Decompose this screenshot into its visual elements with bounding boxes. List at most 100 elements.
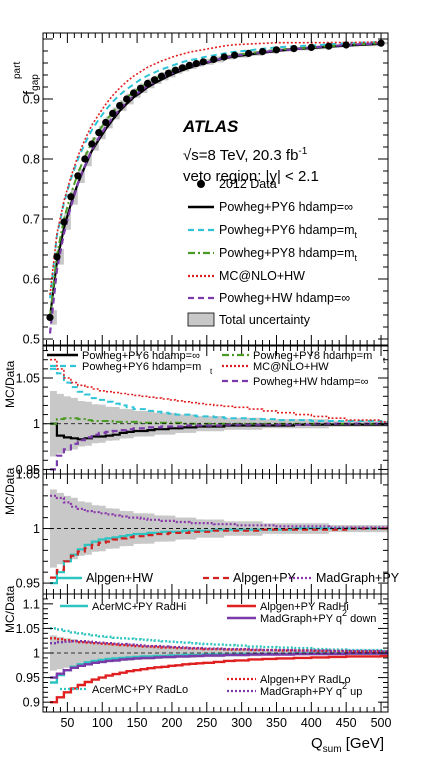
data-point	[171, 66, 180, 74]
legend-label: Powheg+PY8 hdamp=mt	[219, 246, 358, 263]
panel-frame	[42, 32, 389, 346]
x-tick-label: 350	[266, 716, 287, 730]
data-point	[46, 313, 54, 321]
data-point	[377, 39, 385, 47]
data-point	[130, 89, 138, 97]
legend-label-text: AcerMC+PY RadHi	[92, 601, 186, 613]
legend-label-sub: t	[355, 253, 358, 263]
y-tick-label: 0.95	[16, 577, 40, 591]
ratio1-curve	[50, 358, 388, 423]
legend-label-sup: 2	[342, 608, 347, 618]
ratio1-curve	[50, 367, 388, 423]
legend-label-sup: 2	[342, 681, 347, 691]
ratio3-curve	[50, 652, 388, 679]
main-ylabel-f: f	[21, 90, 38, 95]
legend-label: Powheg+PY6 hdamp=∞	[82, 350, 200, 362]
legend-label: Alpgen+HW	[86, 571, 153, 585]
ratio3-curve	[50, 640, 388, 653]
main-curve	[49, 41, 382, 299]
data-point	[123, 95, 131, 103]
legend-label: AcerMC+PY RadLo	[92, 684, 188, 696]
legend-sub-t: t	[210, 367, 213, 376]
x-tick-label: 250	[196, 716, 217, 730]
main-curve	[49, 41, 382, 295]
data-point	[157, 72, 166, 80]
legend-label-text: Alpgen+PY RadLo	[260, 674, 351, 686]
model-curves	[48, 41, 388, 704]
ratio2-curve	[50, 527, 388, 585]
lumi-unit-sup: -1	[298, 146, 307, 157]
legend-label: MadGraph+PY q2 down	[260, 608, 376, 625]
data-point	[143, 79, 152, 87]
y-tick-label: 0.6	[23, 273, 40, 287]
data-point	[109, 109, 117, 117]
legend-label-text: Powheg+PY6 hdamp=∞	[219, 200, 353, 214]
ratio1-curve	[50, 422, 388, 471]
x-tick-label: 150	[127, 716, 148, 730]
legend-box	[187, 312, 215, 327]
panel-frames	[42, 32, 389, 713]
y-tick-label: 0.9	[23, 93, 40, 107]
legend-label-text: Total uncertainty	[219, 313, 311, 327]
legend-label-text: MadGraph+PY q	[260, 613, 342, 625]
data-point	[290, 45, 298, 53]
x-tick-label: 200	[162, 716, 183, 730]
data-point	[116, 102, 124, 110]
main-ylabel-sub: gap	[30, 74, 41, 91]
data-point	[136, 84, 145, 92]
data-point	[150, 76, 159, 84]
main-ylabel-sup: part	[12, 62, 23, 79]
y-tick-label: 1	[33, 647, 40, 661]
legend-sub-t: t	[383, 356, 386, 365]
ratio3-ylabel: MC/Data	[3, 585, 17, 633]
data-point	[74, 172, 82, 180]
legend-label: Powheg+HW hdamp=∞	[253, 376, 368, 388]
x-tick-label: 500	[371, 716, 392, 730]
x-axis-label-q: Q	[311, 735, 323, 752]
data-point	[95, 129, 103, 137]
legend-label-text: MadGraph+PY q	[260, 686, 342, 698]
legend-label-text: 2012 Data	[219, 177, 277, 191]
y-tick-label: 1	[33, 522, 40, 536]
ratio3-curve	[50, 637, 388, 653]
energy-text: s=8 TeV, 20.3 fb	[191, 147, 298, 164]
data-point	[60, 218, 68, 226]
tick-labels: 0.50.60.70.80.90.9511.050.9511.050.90.95…	[16, 93, 392, 731]
legend-label-text: Powheg+HW hdamp=∞	[219, 291, 350, 305]
legend-label: MadGraph+PY	[316, 571, 400, 585]
x-tick-label: 100	[92, 716, 113, 730]
data-point	[307, 43, 315, 52]
x-axis-label: Qsum [GeV]	[311, 735, 384, 755]
y-tick-label: 1	[33, 417, 40, 431]
y-tick-label: 0.5	[23, 333, 40, 347]
legend-label: MadGraph+PY q2 up	[260, 681, 362, 698]
ratio2-ylabel: MC/Data	[3, 467, 17, 515]
legend-label: AcerMC+PY RadHi	[92, 601, 186, 613]
legend-label: Powheg+PY6 hdamp=∞	[219, 200, 353, 214]
data-point	[81, 155, 89, 163]
legend-label-text: MC@NLO+HW	[253, 361, 329, 373]
legend-label: Powheg+PY8 hdamp=m	[253, 350, 372, 362]
y-tick-label: 0.95	[16, 463, 40, 477]
data-point	[164, 69, 173, 77]
data-point	[342, 41, 350, 49]
x-axis-label-unit: [GeV]	[342, 735, 385, 752]
main-curve	[48, 42, 382, 334]
legend-label-text: Alpgen+PY RadHi	[260, 601, 349, 613]
ratio2-curve	[50, 494, 388, 529]
y-tick-label: 1.05	[16, 372, 40, 386]
legend-label-text: MadGraph+PY	[316, 571, 400, 585]
ratio1-ylabel: MC/Data	[3, 360, 17, 408]
legend-label: Alpgen+PY RadLo	[260, 674, 351, 686]
legend-label: Total uncertainty	[219, 313, 311, 327]
unity-reference-lines	[43, 423, 388, 654]
data-point	[102, 118, 110, 126]
data-point	[185, 61, 193, 69]
legend-label: Alpgen+PY	[233, 571, 297, 585]
y-tick-label: 0.8	[23, 153, 40, 167]
legend-label-text: Powheg+PY8 hdamp=m	[253, 350, 372, 362]
legend-label-tail: down	[347, 613, 376, 625]
legend-label: Powheg+PY6 hdamp=m	[82, 361, 201, 373]
x-tick-label: 450	[336, 716, 357, 730]
